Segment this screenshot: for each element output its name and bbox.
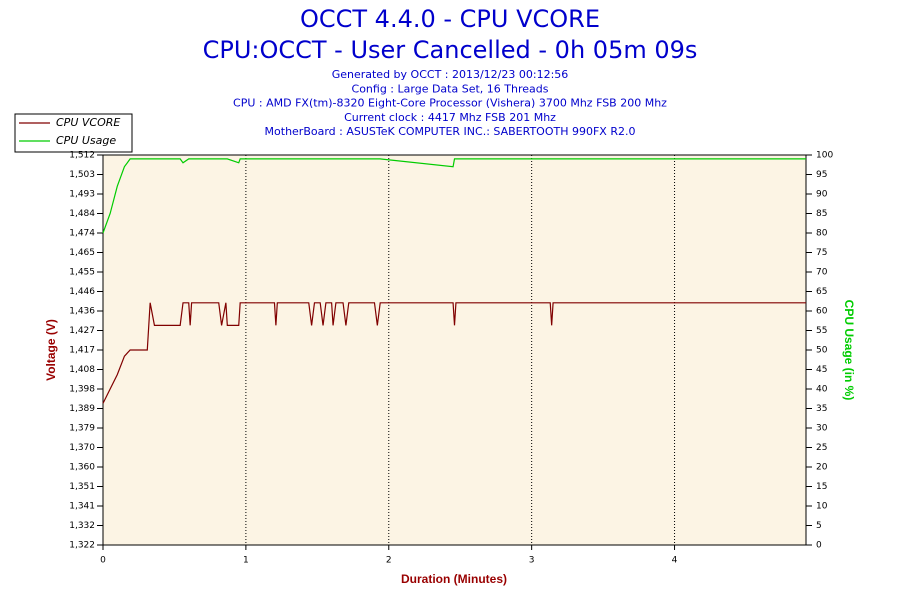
y-tick-label: 1,379 xyxy=(69,424,95,434)
legend-box xyxy=(14,113,133,153)
info-line: MotherBoard : ASUSTeK COMPUTER INC.: SAB… xyxy=(265,125,636,138)
y2-tick-label: 5 xyxy=(816,521,822,531)
y-tick-label: 1,484 xyxy=(69,209,95,219)
y-tick-label: 1,351 xyxy=(69,482,95,492)
y2-tick-label: 95 xyxy=(816,170,827,180)
y-axis-label: Voltage (V) xyxy=(44,319,58,381)
chart-subtitle: CPU:OCCT - User Cancelled - 0h 05m 09s xyxy=(203,36,698,64)
y2-tick-label: 80 xyxy=(816,229,828,239)
y2-tick-label: 85 xyxy=(816,209,827,219)
y2-tick-label: 30 xyxy=(816,424,828,434)
y2-tick-label: 60 xyxy=(816,307,828,317)
chart-title: OCCT 4.4.0 - CPU VCORE xyxy=(300,5,600,33)
y-tick-label: 1,417 xyxy=(69,346,95,356)
legend-label: CPU VCORE xyxy=(56,116,120,129)
info-line: Config : Large Data Set, 16 Threads xyxy=(352,82,549,95)
series-line xyxy=(102,158,806,234)
y2-tick-label: 40 xyxy=(816,385,828,395)
y-tick-label: 1,332 xyxy=(69,521,95,531)
y-tick-label: 1,427 xyxy=(69,326,95,336)
y2-tick-label: 70 xyxy=(816,268,828,278)
y2-tick-label: 25 xyxy=(816,443,827,453)
info-line: Current clock : 4417 Mhz FSB 201 Mhz xyxy=(344,111,556,124)
info-line: CPU : AMD FX(tm)-8320 Eight-Core Process… xyxy=(233,97,667,110)
y-tick-label: 1,370 xyxy=(69,443,95,453)
y-tick-label: 1,360 xyxy=(69,463,95,473)
y-tick-label: 1,389 xyxy=(69,404,95,414)
x-tick-label: 3 xyxy=(529,556,535,566)
y2-tick-label: 100 xyxy=(816,151,833,161)
y2-axis-label: CPU Usage (in %) xyxy=(842,300,856,401)
y-tick-label: 1,341 xyxy=(69,502,95,512)
y2-tick-label: 35 xyxy=(816,404,827,414)
legend-label: CPU Usage xyxy=(56,134,116,147)
y-tick-label: 1,436 xyxy=(69,307,95,317)
x-tick-label: 1 xyxy=(243,556,249,566)
y2-tick-label: 10 xyxy=(816,502,828,512)
y2-tick-label: 0 xyxy=(816,541,822,551)
y-tick-label: 1,493 xyxy=(69,190,95,200)
y2-tick-label: 75 xyxy=(816,248,827,258)
y2-tick-label: 55 xyxy=(816,326,827,336)
x-tick-label: 0 xyxy=(100,556,106,566)
y-tick-label: 1,503 xyxy=(69,170,95,180)
y-tick-label: 1,446 xyxy=(69,287,95,297)
y2-tick-label: 50 xyxy=(816,346,828,356)
y-tick-label: 1,408 xyxy=(69,365,95,375)
y2-tick-label: 45 xyxy=(816,365,827,375)
y2-tick-label: 65 xyxy=(816,287,827,297)
y2-tick-label: 15 xyxy=(816,482,827,492)
x-tick-label: 4 xyxy=(672,556,678,566)
y-tick-label: 1,398 xyxy=(69,385,95,395)
y-tick-label: 1,512 xyxy=(69,151,95,161)
y2-tick-label: 90 xyxy=(816,190,828,200)
x-tick-label: 2 xyxy=(386,556,392,566)
y2-tick-label: 20 xyxy=(816,463,828,473)
info-line: Generated by OCCT : 2013/12/23 00:12:56 xyxy=(332,68,569,81)
y-tick-label: 1,465 xyxy=(69,248,95,258)
y-tick-label: 1,474 xyxy=(69,229,95,239)
series-line xyxy=(102,302,806,404)
plot-area xyxy=(102,154,807,546)
x-axis-label: Duration (Minutes) xyxy=(401,572,507,586)
y-tick-label: 1,322 xyxy=(69,541,95,551)
y-tick-label: 1,455 xyxy=(69,268,95,278)
